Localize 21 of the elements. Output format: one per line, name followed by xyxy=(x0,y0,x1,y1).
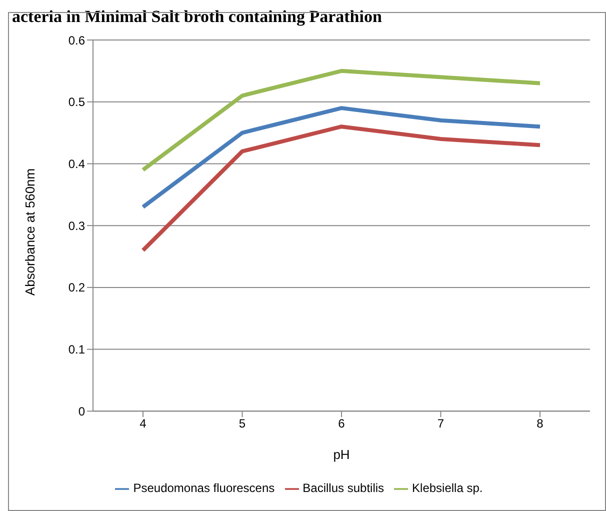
legend-label: Bacillus subtilis xyxy=(302,481,384,496)
chart-title: acteria in Minimal Salt broth containing Parathion xyxy=(11,7,383,26)
x-tick-label: 4 xyxy=(140,416,147,431)
legend-label: Klebsiella sp. xyxy=(412,481,483,496)
line-series xyxy=(141,106,542,210)
x-tick-label: 8 xyxy=(536,416,544,431)
y-tick-label: 0 xyxy=(78,404,86,418)
y-tick-label: 0.1 xyxy=(68,342,86,357)
x-tick-label: 5 xyxy=(238,416,246,431)
line-series xyxy=(141,124,542,252)
x-tick-label: 6 xyxy=(338,416,346,431)
x-tick-label: 7 xyxy=(437,416,444,431)
y-tick-label: 0.6 xyxy=(68,33,86,48)
legend-label: Pseudomonas fluorescens xyxy=(133,481,275,496)
line-series xyxy=(141,68,542,172)
y-axis-title: Absorbance at 560nm xyxy=(22,168,38,296)
y-tick-label: 0.2 xyxy=(68,280,86,295)
y-tick-label: 0.3 xyxy=(68,218,86,233)
y-tick-label: 0.4 xyxy=(68,156,86,171)
y-tick-label: 0.5 xyxy=(68,95,86,110)
x-axis-title: pH xyxy=(333,447,350,462)
